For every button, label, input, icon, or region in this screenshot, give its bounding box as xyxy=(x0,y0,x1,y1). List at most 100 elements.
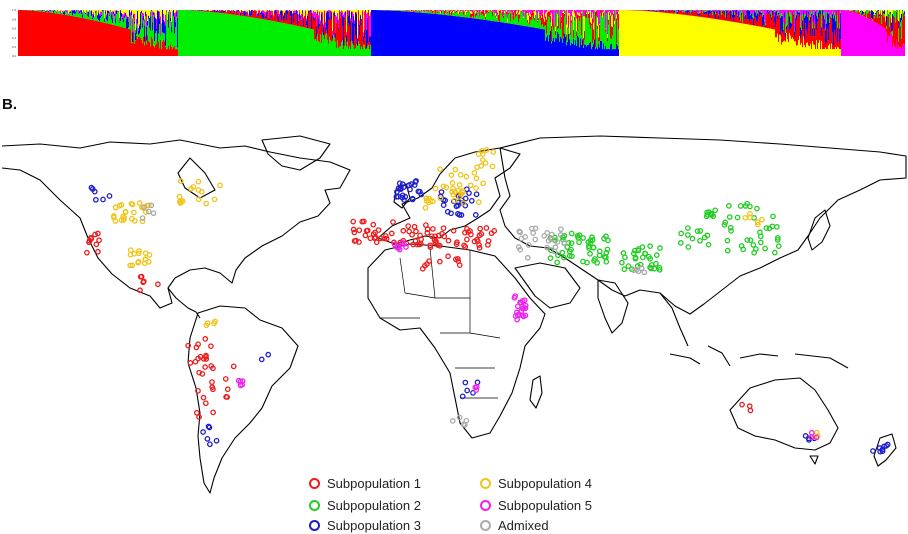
structure-bar-segment xyxy=(152,39,154,56)
structure-bar-segment xyxy=(750,14,752,16)
structure-bar-segment xyxy=(828,12,830,14)
structure-bar-segment xyxy=(793,16,795,40)
structure-bar-segment xyxy=(146,10,148,15)
structure-bar-segment xyxy=(47,12,49,56)
structure-bar-segment xyxy=(894,10,896,11)
structure-bar-segment xyxy=(344,12,346,18)
structure-bar-segment xyxy=(714,10,716,12)
structure-bar-segment xyxy=(408,10,410,12)
structure-bar-segment xyxy=(337,22,339,41)
structure-bar-segment xyxy=(207,11,209,56)
structure-bar-segment xyxy=(744,23,746,56)
structure-bar-segment xyxy=(152,11,154,23)
structure-bar-segment xyxy=(475,13,477,17)
structure-bar-segment xyxy=(264,19,266,56)
structure-bar-segment xyxy=(222,10,224,14)
structure-bar-segment xyxy=(699,15,701,17)
structure-bar-segment xyxy=(537,20,539,21)
structure-bar-segment xyxy=(108,12,110,24)
structure-bar-segment xyxy=(808,45,810,56)
structure-bar-segment xyxy=(564,12,566,15)
structure-bar-segment xyxy=(890,13,892,18)
structure-bar-segment xyxy=(791,38,793,56)
structure-bar-segment xyxy=(226,11,228,13)
structure-bar-segment xyxy=(815,24,817,50)
structure-bar-segment xyxy=(313,29,315,56)
structure-bar-segment xyxy=(719,10,721,15)
structure-bar-segment xyxy=(370,10,372,13)
structure-bar-segment xyxy=(450,11,452,13)
structure-bar-segment xyxy=(883,10,885,12)
structure-bar-segment xyxy=(900,47,902,56)
structure-bar-segment xyxy=(260,10,262,13)
structure-bar-segment xyxy=(29,10,31,56)
structure-bar-segment xyxy=(859,12,861,14)
structure-bar-segment xyxy=(547,20,549,36)
structure-bar-segment xyxy=(672,10,674,11)
structure-bar-segment xyxy=(354,49,356,56)
structure-bar-segment xyxy=(344,10,346,13)
structure-bar-segment xyxy=(881,26,883,56)
structure-bar-segment xyxy=(285,23,287,56)
structure-bar-segment xyxy=(348,48,350,56)
structure-bar-segment xyxy=(294,13,296,15)
structure-bar-segment xyxy=(783,30,785,42)
structure-bar-segment xyxy=(872,10,874,11)
structure-bar-segment xyxy=(726,11,728,19)
structure-bar-segment xyxy=(304,10,306,16)
structure-bar-segment xyxy=(266,19,268,56)
structure-bar-segment xyxy=(885,20,887,23)
structure-bar-segment xyxy=(95,12,97,21)
structure-bar-segment xyxy=(64,11,66,15)
structure-bar-segment xyxy=(697,14,699,17)
structure-bar-segment xyxy=(595,49,597,56)
structure-bar-segment xyxy=(75,10,77,11)
structure-bar-segment xyxy=(633,10,635,57)
sample-point-sub5 xyxy=(808,429,815,436)
sample-point-sub1 xyxy=(437,258,443,265)
structure-bar-segment xyxy=(861,10,863,13)
structure-bar-segment xyxy=(359,44,361,56)
structure-bar-segment xyxy=(513,24,515,56)
structure-bar-segment xyxy=(627,10,629,56)
structure-bar-segment xyxy=(886,25,888,30)
structure-bar-segment xyxy=(518,14,520,23)
structure-bar-segment xyxy=(823,12,825,16)
structure-bar-segment xyxy=(156,28,158,31)
structure-bar-segment xyxy=(26,10,28,56)
southeast-asia-outline xyxy=(659,292,689,347)
structure-bar-segment xyxy=(141,13,143,40)
structure-bar-segment xyxy=(519,25,521,56)
structure-bar-segment xyxy=(813,10,815,12)
structure-bar-segment xyxy=(665,11,667,13)
structure-bar-segment xyxy=(579,47,581,56)
structure-bar-segment xyxy=(504,10,506,12)
structure-bar-segment xyxy=(591,25,593,50)
structure-bar-segment xyxy=(97,18,99,22)
structure-bar-segment xyxy=(195,10,197,57)
structure-bar-segment xyxy=(407,11,409,56)
structure-bar-segment xyxy=(810,10,812,13)
structure-bar-segment xyxy=(752,19,754,26)
structure-bar-segment xyxy=(160,35,162,40)
structure-bar-segment xyxy=(216,12,218,56)
structure-bar-segment xyxy=(716,19,718,56)
sample-point-sub1 xyxy=(375,227,382,233)
structure-bar-segment xyxy=(844,10,846,57)
structure-bar-segment xyxy=(732,10,734,13)
sample-point-sub2 xyxy=(576,239,582,246)
structure-bar-segment xyxy=(857,10,859,13)
structure-bar-segment xyxy=(721,10,723,15)
structure-bar-segment xyxy=(598,10,600,26)
structure-bar-segment xyxy=(176,10,178,11)
structure-bar-segment xyxy=(447,15,449,57)
structure-bar-segment xyxy=(597,17,599,26)
structure-bar-segment xyxy=(333,12,335,36)
structure-bar-segment xyxy=(323,10,325,25)
sample-point-sub1 xyxy=(477,225,483,232)
structure-bar-segment xyxy=(837,14,839,29)
structure-bar-segment xyxy=(300,10,302,16)
structure-bar-segment xyxy=(577,14,579,31)
structure-bar-segment xyxy=(816,29,818,41)
structure-bar-segment xyxy=(736,22,738,56)
